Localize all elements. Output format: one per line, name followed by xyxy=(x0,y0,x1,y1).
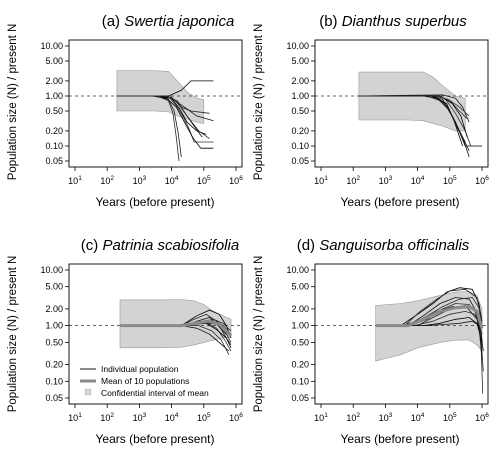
panel-a-ytick-label-4: 1.00 xyxy=(45,91,63,101)
panel-d-ytick-label-5: 2.00 xyxy=(291,304,309,314)
panel-b-ylabel: Population size (N) / present N xyxy=(253,24,265,181)
panel-d-ytick-label-7: 10.00 xyxy=(286,265,309,275)
panel-c-mean-line xyxy=(120,319,233,338)
panel-b-xtick-label-1: 102 xyxy=(346,175,360,186)
panel-c-frame xyxy=(68,263,243,405)
legend-label-ci: Confidential interval of mean xyxy=(101,388,209,398)
panel-a-ytick-label-3: 0.50 xyxy=(45,106,63,116)
panel-c-xtick-label-4: 105 xyxy=(197,412,211,423)
panel-c-xtick-label-0: 101 xyxy=(68,412,82,423)
panel-a-ytick-label-1: 0.10 xyxy=(45,141,63,151)
panel-a-ytick-label-5: 2.00 xyxy=(45,76,63,86)
panel-c-ytick-label-7: 10.00 xyxy=(40,265,63,275)
panel-a-ytick-label-6: 5.00 xyxy=(45,56,63,66)
legend: Individual population Mean of 10 populat… xyxy=(80,364,209,398)
panel-d-ylabel: Population size (N) / present N xyxy=(253,256,265,413)
panel-b-ytick-label-4: 1.00 xyxy=(291,91,309,101)
panel-b-frame xyxy=(314,39,489,168)
panel-b: (b) Dianthus superbus Population size (N… xyxy=(253,13,489,209)
panel-a-ylabel: Population size (N) / present N xyxy=(7,24,19,181)
panel-a-ytick-label-7: 10.00 xyxy=(40,41,63,51)
panel-b-population-line-10 xyxy=(358,95,470,117)
panel-a-frame xyxy=(68,39,243,168)
panel-d-population-line-1 xyxy=(375,287,483,327)
panel-a-plot-area: 0.05 0.10 0.20 0.50 1.00 2.00 5.00 10.00 101 102 1… xyxy=(40,39,243,186)
panel-d-xtick-label-2: 103 xyxy=(379,412,393,423)
panel-d-mean-line xyxy=(375,305,484,329)
panel-c-ylabel: Population size (N) / present N xyxy=(7,256,19,413)
panel-d-ytick-label-4: 1.00 xyxy=(291,321,309,331)
panel-c-xtick-label-5: 106 xyxy=(229,412,243,423)
panel-d-xtick-label-4: 105 xyxy=(443,412,457,423)
panel-c: (c) Patrinia scabiosifolia Population si… xyxy=(7,237,243,446)
panel-a-xtick-label-3: 104 xyxy=(165,175,179,186)
panel-c-xtick-label-1: 102 xyxy=(100,412,114,423)
panel-c-ytick-label-2: 0.20 xyxy=(45,360,63,370)
panel-a-xtick-label-4: 105 xyxy=(197,175,211,186)
panel-b-ytick-label-3: 0.50 xyxy=(291,106,309,116)
panel-d-population-line-9 xyxy=(375,320,483,360)
panel-b-xtick-label-4: 105 xyxy=(443,175,457,186)
panel-d-xtick-label-3: 104 xyxy=(411,412,425,423)
panel-d-ytick-label-1: 0.10 xyxy=(291,376,309,386)
panel-b-xtick-label-0: 101 xyxy=(314,175,328,186)
panel-d-xlabel: Years (before present) xyxy=(341,432,460,446)
panel-a-title: (a) Swertia japonica xyxy=(102,13,235,30)
panel-a-population-line-10 xyxy=(116,95,210,140)
panel-b-xtick-label-3: 104 xyxy=(411,175,425,186)
panel-c-ytick-label-5: 2.00 xyxy=(45,304,63,314)
panel-a-xtick-label-0: 101 xyxy=(68,175,82,186)
panel-c-ytick-label-6: 5.00 xyxy=(45,282,63,292)
panel-d-xtick-label-5: 106 xyxy=(475,412,489,423)
panel-d-population-line-2 xyxy=(375,288,483,327)
panel-b-xtick-label-2: 103 xyxy=(379,175,393,186)
panel-d-ytick-label-6: 5.00 xyxy=(291,282,309,292)
panel-d-title: (d) Sanguisorba officinalis xyxy=(297,237,470,254)
panel-b-ytick-label-2: 0.20 xyxy=(291,126,309,136)
panel-d-ytick-label-3: 0.50 xyxy=(291,337,309,347)
panel-b-ytick-label-0: 0.05 xyxy=(291,156,309,166)
panel-b-ytick-label-6: 5.00 xyxy=(291,56,309,66)
panel-b-ytick-label-5: 2.00 xyxy=(291,76,309,86)
panel-b-ytick-label-7: 10.00 xyxy=(286,41,309,51)
panel-d-ytick-label-0: 0.05 xyxy=(291,393,309,403)
panel-b-xtick-label-5: 106 xyxy=(475,175,489,186)
panel-a-ytick-label-0: 0.05 xyxy=(45,156,63,166)
panel-a-xlabel: Years (before present) xyxy=(96,195,215,209)
panel-a-xtick-label-5: 106 xyxy=(229,175,243,186)
panel-a-xtick-label-2: 103 xyxy=(133,175,147,186)
panel-c-xlabel: Years (before present) xyxy=(96,432,215,446)
panel-c-ytick-label-1: 0.10 xyxy=(45,376,63,386)
panel-a-ytick-label-2: 0.20 xyxy=(45,126,63,136)
panel-d-population-line-7 xyxy=(375,310,484,394)
panel-b-ytick-label-1: 0.10 xyxy=(291,141,309,151)
panel-d-plot-area: 0.05 0.10 0.20 0.50 1.00 2.00 5.00 10.00 101 102 1… xyxy=(286,263,489,423)
panel-d-xtick-label-1: 102 xyxy=(346,412,360,423)
panel-d-xtick-label-0: 101 xyxy=(314,412,328,423)
legend-swatch-ci xyxy=(84,388,92,396)
panel-c-ytick-label-4: 1.00 xyxy=(45,321,63,331)
panel-c-xtick-label-2: 103 xyxy=(133,412,147,423)
panel-b-plot-area: 0.05 0.10 0.20 0.50 1.00 2.00 5.00 10.00 101 102 1… xyxy=(286,39,489,186)
panel-b-xlabel: Years (before present) xyxy=(341,195,460,209)
panel-d: (d) Sanguisorba officinalis Population s… xyxy=(253,237,489,446)
legend-label-individual: Individual population xyxy=(101,364,179,374)
panel-b-title: (b) Dianthus superbus xyxy=(319,13,467,30)
panel-c-plot-area: 0.05 0.10 0.20 0.50 1.00 2.00 5.00 10.00 101 102 1… xyxy=(40,263,243,423)
panel-d-ytick-label-2: 0.20 xyxy=(291,360,309,370)
panel-d-frame xyxy=(314,263,489,405)
legend-label-mean: Mean of 10 populations xyxy=(101,376,189,386)
panel-c-ytick-label-0: 0.05 xyxy=(45,393,63,403)
panel-c-xtick-label-3: 104 xyxy=(165,412,179,423)
panel-a-xtick-label-1: 102 xyxy=(100,175,114,186)
panel-c-ytick-label-3: 0.50 xyxy=(45,337,63,347)
panel-a: (a) Swertia japonica Population size (N)… xyxy=(7,13,243,209)
panel-c-title: (c) Patrinia scabiosifolia xyxy=(81,237,239,254)
